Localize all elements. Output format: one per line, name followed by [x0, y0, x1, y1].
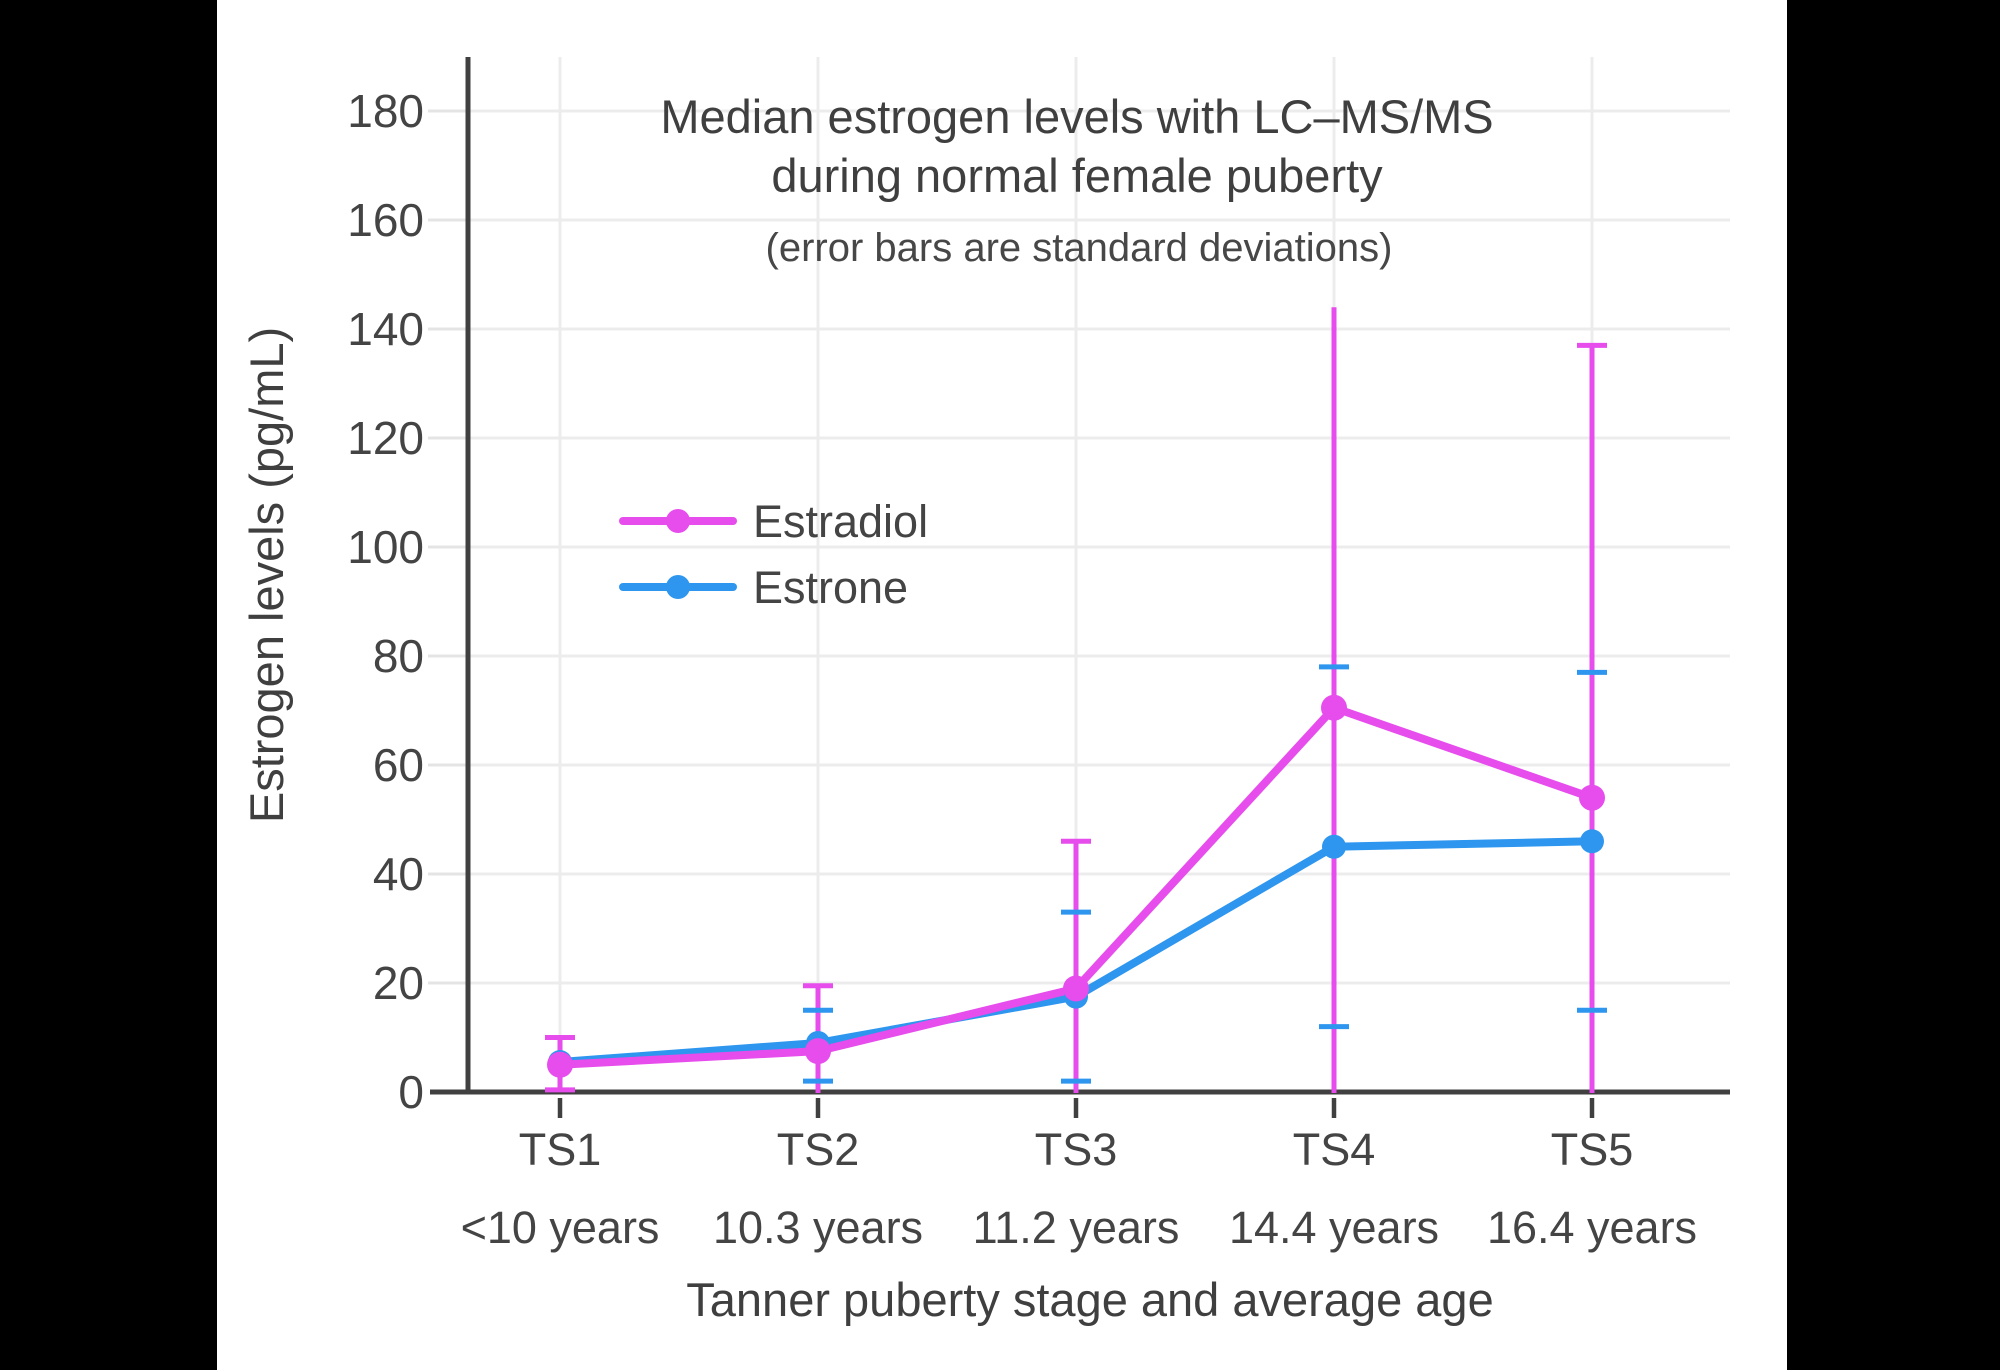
y-tick-label-100: 100 — [347, 521, 424, 573]
x-tick-label-stage-TS1: TS1 — [519, 1124, 602, 1175]
marker-estrone-TS5 — [1580, 829, 1604, 854]
marker-estradiol-TS2 — [805, 1038, 831, 1065]
x-tick-label-age-TS5: 16.4 years — [1487, 1202, 1697, 1253]
x-tick-label-age-TS1: <10 years — [461, 1202, 660, 1253]
x-tick-label-stage-TS5: TS5 — [1551, 1124, 1634, 1175]
x-tick-label-age-TS2: 10.3 years — [713, 1202, 923, 1253]
chart-title-line-2: during normal female puberty — [771, 149, 1383, 202]
axis-layer — [430, 57, 1730, 1095]
legend: Estradiol Estrone — [619, 496, 928, 613]
legend-marker-estradiol — [666, 509, 690, 533]
y-tick-label-20: 20 — [373, 957, 424, 1009]
tick-layer — [428, 109, 1595, 1118]
chart-subtitle: (error bars are standard deviations) — [766, 226, 1393, 270]
legend-item-estrone: Estrone — [619, 562, 908, 613]
y-tick-label-60: 60 — [373, 739, 424, 791]
legend-label-estrone: Estrone — [753, 562, 908, 613]
y-tick-label-80: 80 — [373, 630, 424, 682]
series-layer — [545, 307, 1607, 1093]
y-tick-label-160: 160 — [347, 194, 424, 246]
legend-marker-estrone — [666, 575, 690, 599]
figure-panel — [217, 0, 1787, 1370]
marker-estrone-TS4 — [1322, 834, 1346, 859]
x-axis-title: Tanner puberty stage and average age — [686, 1273, 1493, 1326]
chart-title-line-1: Median estrogen levels with LC–MS/MS — [660, 90, 1493, 143]
x-tick-label-age-TS4: 14.4 years — [1229, 1202, 1439, 1253]
x-tick-label-stage-TS3: TS3 — [1035, 1124, 1118, 1175]
x-tick-label-stage-TS4: TS4 — [1293, 1124, 1376, 1175]
y-tick-label-0: 0 — [398, 1066, 424, 1118]
y-tick-label-180: 180 — [347, 85, 424, 137]
tick-label-layer: 0 20 40 60 80 100 120 140 160 180 TS1 <10 years TS2 1… — [347, 85, 1697, 1253]
x-tick-label-age-TS3: 11.2 years — [973, 1202, 1180, 1253]
marker-estradiol-TS1 — [547, 1051, 573, 1078]
y-tick-label-120: 120 — [347, 412, 424, 464]
legend-item-estradiol: Estradiol — [619, 496, 928, 547]
x-tick-label-stage-TS2: TS2 — [777, 1124, 860, 1175]
legend-label-estradiol: Estradiol — [753, 496, 928, 547]
y-axis-title: Estrogen levels (pg/mL) — [240, 327, 293, 823]
marker-estradiol-TS5 — [1579, 784, 1605, 811]
y-tick-label-40: 40 — [373, 848, 424, 900]
marker-estradiol-TS4 — [1321, 694, 1347, 721]
y-tick-label-140: 140 — [347, 303, 424, 355]
marker-estradiol-TS3 — [1063, 975, 1089, 1002]
